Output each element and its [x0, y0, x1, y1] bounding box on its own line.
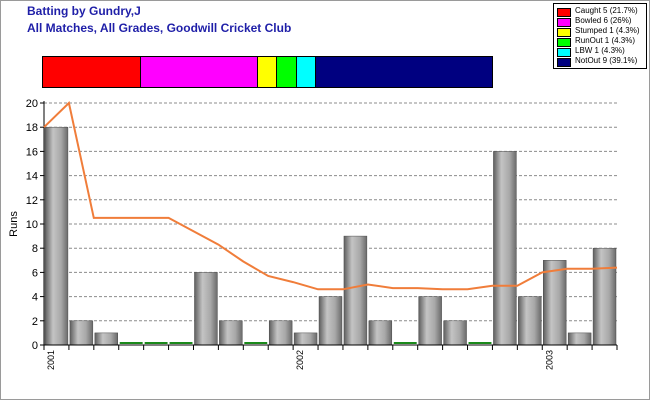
- y-tick-label-12: 12: [26, 195, 38, 207]
- bar-17: [468, 342, 492, 344]
- legend-swatch-caught: [557, 8, 571, 17]
- bar-4: [144, 342, 168, 344]
- y-tick-label-20: 20: [26, 98, 38, 110]
- bar-3: [119, 342, 143, 344]
- bar-18: [493, 151, 517, 346]
- y-tick-label-18: 18: [26, 122, 38, 134]
- y-tick-label-2: 2: [32, 316, 38, 328]
- dist-segment-bowled: [140, 57, 258, 87]
- y-tick-label-0: 0: [32, 340, 38, 352]
- bar-15: [418, 296, 442, 346]
- y-tick-label-14: 14: [26, 171, 38, 183]
- x-tick-label-2003: 2003: [544, 350, 554, 370]
- bar-0: [44, 126, 69, 346]
- bar-12: [343, 235, 368, 346]
- y-tick-label-8: 8: [32, 243, 38, 255]
- legend-item-stumped: Stumped 1 (4.3%): [557, 26, 645, 37]
- y-tick-label-16: 16: [26, 146, 38, 158]
- legend: Caught 5 (21.7%) Bowled 6 (26%) Stumped …: [553, 3, 647, 69]
- legend-swatch-lbw: [557, 48, 571, 57]
- bar-5: [169, 342, 193, 344]
- dist-segment-stumped: [257, 57, 278, 87]
- dist-segment-notout: [316, 57, 492, 87]
- chart-subtitle: All Matches, All Grades, Goodwill Cricke…: [27, 21, 292, 35]
- bar-6: [194, 272, 218, 346]
- legend-swatch-bowled: [557, 18, 571, 27]
- legend-swatch-notout: [557, 58, 571, 67]
- legend-swatch-runout: [557, 38, 571, 47]
- legend-label-runout: RunOut 1 (4.3%): [575, 36, 636, 45]
- legend-item-lbw: LBW 1 (4.3%): [557, 46, 645, 57]
- y-tick-label-10: 10: [26, 219, 38, 231]
- bar-1: [69, 320, 94, 346]
- bar-22: [592, 247, 617, 346]
- bar-14: [393, 342, 417, 344]
- bar-19: [518, 296, 542, 346]
- x-tick-label-2002: 2002: [295, 350, 305, 370]
- bar-20: [543, 260, 567, 346]
- dismissal-distribution-bar: [42, 56, 493, 88]
- x-tick-label-2001: 2001: [46, 350, 56, 370]
- legend-label-stumped: Stumped 1 (4.3%): [575, 26, 640, 35]
- bar-13: [368, 320, 393, 346]
- average-line: [43, 101, 618, 291]
- legend-item-runout: RunOut 1 (4.3%): [557, 36, 645, 47]
- legend-label-lbw: LBW 1 (4.3%): [575, 46, 625, 55]
- legend-item-caught: Caught 5 (21.7%): [557, 6, 645, 17]
- bar-11: [318, 296, 343, 346]
- dist-segment-runout: [277, 57, 297, 87]
- bar-2: [94, 332, 118, 346]
- bar-16: [443, 320, 467, 346]
- legend-swatch-stumped: [557, 28, 571, 37]
- dist-segment-caught: [43, 57, 141, 87]
- y-tick-label-6: 6: [32, 267, 38, 279]
- bar-9: [268, 320, 293, 346]
- dist-segment-lbw: [296, 57, 317, 87]
- legend-label-caught: Caught 5 (21.7%): [575, 6, 638, 15]
- bar-10: [293, 332, 318, 346]
- legend-label-bowled: Bowled 6 (26%): [575, 16, 632, 25]
- bar-8: [244, 342, 268, 344]
- bar-21: [567, 332, 592, 346]
- bar-7: [219, 320, 243, 346]
- y-tick-label-4: 4: [32, 292, 38, 304]
- legend-item-bowled: Bowled 6 (26%): [557, 16, 645, 27]
- legend-item-notout: NotOut 9 (39.1%): [557, 56, 645, 67]
- legend-label-notout: NotOut 9 (39.1%): [575, 56, 638, 65]
- chart-title: Batting by Gundry,J: [27, 4, 141, 18]
